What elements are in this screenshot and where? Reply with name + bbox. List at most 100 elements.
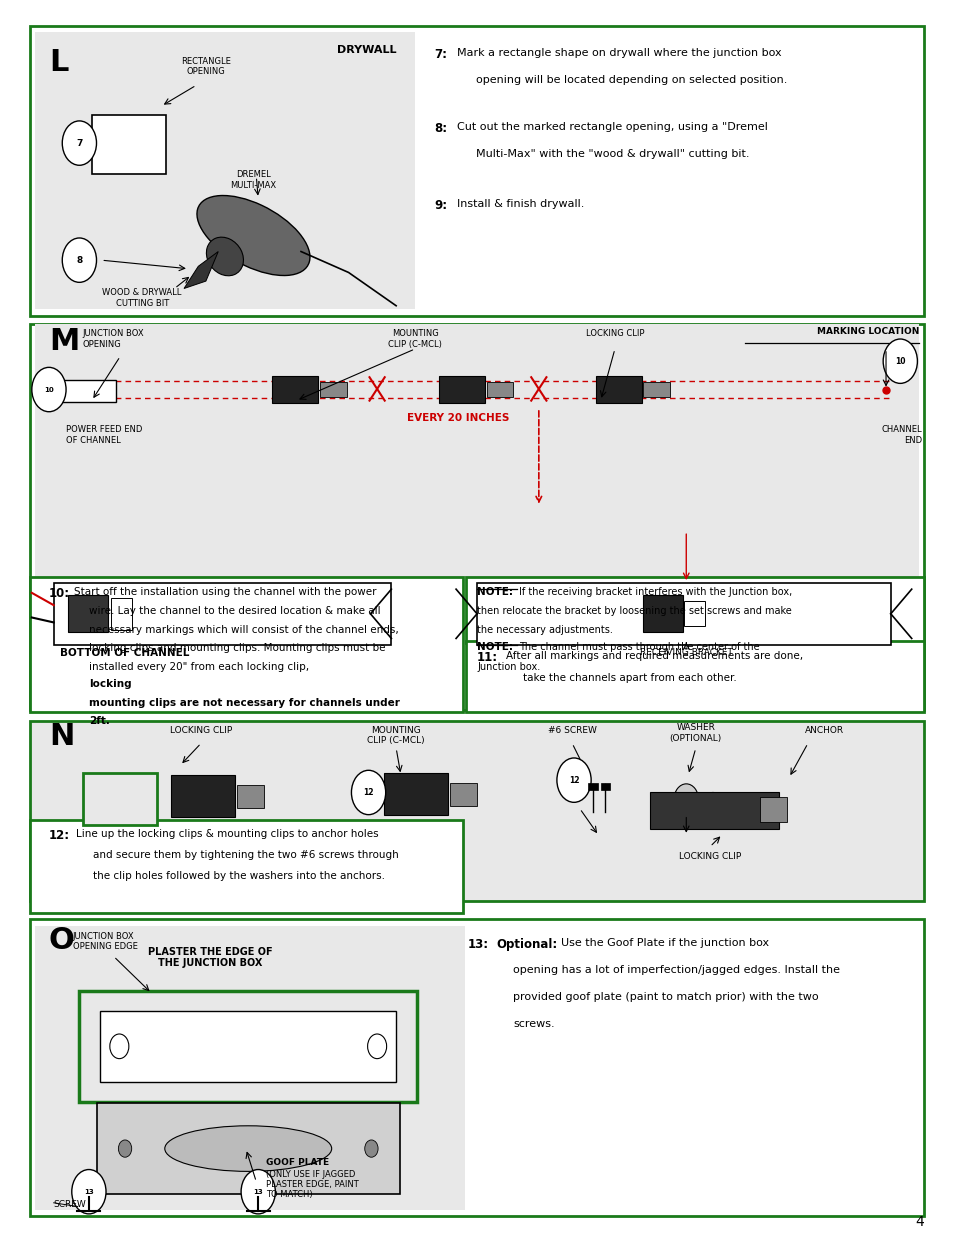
Bar: [91, 115, 166, 174]
Text: 12:: 12:: [49, 830, 70, 842]
FancyBboxPatch shape: [30, 919, 923, 1216]
Text: screws.: screws.: [513, 1019, 555, 1029]
Text: RECEIVING BRACKET: RECEIVING BRACKET: [639, 648, 732, 657]
Text: NOTE:: NOTE:: [476, 587, 513, 597]
Text: MARKING LOCATION: MARKING LOCATION: [816, 327, 919, 336]
Circle shape: [71, 1170, 106, 1214]
Text: 10: 10: [894, 357, 904, 366]
FancyBboxPatch shape: [30, 820, 462, 913]
Text: and secure them by tightening the two #6 screws through: and secure them by tightening the two #6…: [92, 851, 398, 861]
Text: LOCKING CLIP: LOCKING CLIP: [585, 330, 643, 338]
Text: 13:: 13:: [467, 937, 488, 951]
Text: DREMEL
MULTI-MAX: DREMEL MULTI-MAX: [231, 170, 276, 190]
Circle shape: [364, 1140, 377, 1157]
Bar: [683, 601, 704, 626]
Bar: [171, 776, 235, 818]
Text: SCREW: SCREW: [53, 1199, 87, 1209]
Ellipse shape: [165, 1126, 332, 1171]
Circle shape: [110, 1034, 129, 1058]
Text: 13: 13: [84, 1189, 93, 1194]
Text: 12: 12: [363, 788, 374, 797]
Bar: [34, 32, 415, 310]
Text: LOCKING CLIP: LOCKING CLIP: [679, 852, 740, 861]
Text: The channel must pass through the center of the: The channel must pass through the center…: [518, 642, 759, 652]
Text: Multi-Max" with the "wood & drywall" cutting bit.: Multi-Max" with the "wood & drywall" cut…: [476, 149, 749, 159]
Circle shape: [62, 121, 96, 165]
Text: wire. Lay the channel to the desired location & make all: wire. Lay the channel to the desired loc…: [89, 606, 380, 616]
Bar: [34, 325, 919, 577]
Text: CHANNEL
END: CHANNEL END: [881, 425, 922, 445]
Text: 4: 4: [914, 1215, 923, 1229]
Bar: [237, 785, 264, 809]
Text: #6 SCREW: #6 SCREW: [547, 726, 596, 735]
Bar: [596, 375, 640, 403]
Bar: [68, 595, 108, 632]
Bar: [642, 382, 669, 396]
Bar: [600, 783, 610, 790]
Text: 7: 7: [76, 138, 83, 148]
Bar: [96, 1103, 399, 1194]
Text: M: M: [49, 327, 79, 356]
Text: Line up the locking clips & mounting clips to anchor holes: Line up the locking clips & mounting cli…: [75, 830, 377, 840]
FancyBboxPatch shape: [30, 325, 923, 710]
Text: WOOD & DRYWALL
CUTTING BIT: WOOD & DRYWALL CUTTING BIT: [102, 289, 182, 308]
Circle shape: [673, 784, 698, 816]
Text: RECTANGLE
OPENING: RECTANGLE OPENING: [181, 57, 231, 77]
Text: WASHER
(OPTIONAL): WASHER (OPTIONAL): [669, 724, 721, 743]
Circle shape: [702, 793, 721, 818]
Circle shape: [882, 340, 917, 383]
Polygon shape: [184, 252, 218, 289]
Bar: [476, 583, 890, 645]
Text: mounting clips are not necessary for channels under: mounting clips are not necessary for cha…: [89, 698, 399, 708]
Text: PLASTER THE EDGE OF
THE JUNCTION BOX: PLASTER THE EDGE OF THE JUNCTION BOX: [148, 946, 273, 968]
Text: N: N: [49, 722, 74, 751]
Bar: [79, 990, 416, 1102]
Text: If the receiving bracket interferes with the Junction box,: If the receiving bracket interferes with…: [518, 587, 791, 597]
Bar: [760, 798, 786, 823]
Text: MOUNTING
CLIP (C-MCL): MOUNTING CLIP (C-MCL): [388, 330, 441, 348]
Text: necessary markings which will consist of the channel ends,: necessary markings which will consist of…: [89, 625, 398, 635]
Text: take the channels apart from each other.: take the channels apart from each other.: [522, 673, 736, 683]
Bar: [111, 598, 132, 630]
Text: 8: 8: [76, 256, 82, 264]
Text: 10:: 10:: [49, 587, 70, 600]
Text: MOUNTING
CLIP (C-MCL): MOUNTING CLIP (C-MCL): [367, 726, 424, 746]
Ellipse shape: [206, 237, 243, 275]
Text: EVERY 20 INCHES: EVERY 20 INCHES: [406, 412, 509, 422]
Text: L: L: [49, 48, 69, 78]
Text: then relocate the bracket by loosening the set screws and make: then relocate the bracket by loosening t…: [476, 606, 791, 616]
Text: 2ft.: 2ft.: [89, 716, 110, 726]
Text: BOTTOM OF CHANNEL: BOTTOM OF CHANNEL: [60, 648, 190, 658]
Text: DRYWALL: DRYWALL: [336, 44, 395, 54]
Text: POWER FEED END
OF CHANNEL: POWER FEED END OF CHANNEL: [66, 425, 142, 445]
FancyBboxPatch shape: [30, 721, 923, 900]
Circle shape: [31, 367, 66, 411]
Text: Install & finish drywall.: Install & finish drywall.: [456, 199, 584, 209]
Circle shape: [241, 1170, 275, 1214]
Circle shape: [557, 758, 591, 803]
Bar: [83, 773, 157, 825]
Bar: [34, 925, 464, 1210]
Bar: [60, 379, 115, 401]
Bar: [100, 1010, 395, 1082]
Bar: [319, 382, 346, 396]
Circle shape: [62, 238, 96, 283]
Text: opening will be located depending on selected position.: opening will be located depending on sel…: [476, 75, 786, 85]
Text: NOTE:: NOTE:: [476, 642, 513, 652]
Text: After all markings and required measurements are done,: After all markings and required measurem…: [505, 651, 801, 661]
Text: 8:: 8:: [434, 122, 447, 135]
Text: Use the Goof Plate if the junction box: Use the Goof Plate if the junction box: [560, 937, 768, 948]
Text: opening has a lot of imperfection/jagged edges. Install the: opening has a lot of imperfection/jagged…: [513, 965, 840, 974]
Text: installed every 20" from each locking clip,: installed every 20" from each locking cl…: [89, 662, 312, 672]
Text: (ONLY USE IF JAGGED
PLASTER EDGE, PAINT
TO MATCH): (ONLY USE IF JAGGED PLASTER EDGE, PAINT …: [266, 1170, 358, 1199]
Text: ANCHOR: ANCHOR: [804, 726, 843, 735]
Text: the clip holes followed by the washers into the anchors.: the clip holes followed by the washers i…: [92, 872, 384, 882]
FancyBboxPatch shape: [465, 641, 923, 713]
Bar: [383, 773, 448, 815]
Bar: [450, 783, 476, 806]
Text: locking: locking: [89, 679, 132, 689]
Text: Junction box.: Junction box.: [476, 662, 539, 672]
Text: 7:: 7:: [434, 48, 447, 62]
Text: Start off the installation using the channel with the power: Start off the installation using the cha…: [73, 587, 375, 597]
Text: 10: 10: [44, 387, 53, 393]
